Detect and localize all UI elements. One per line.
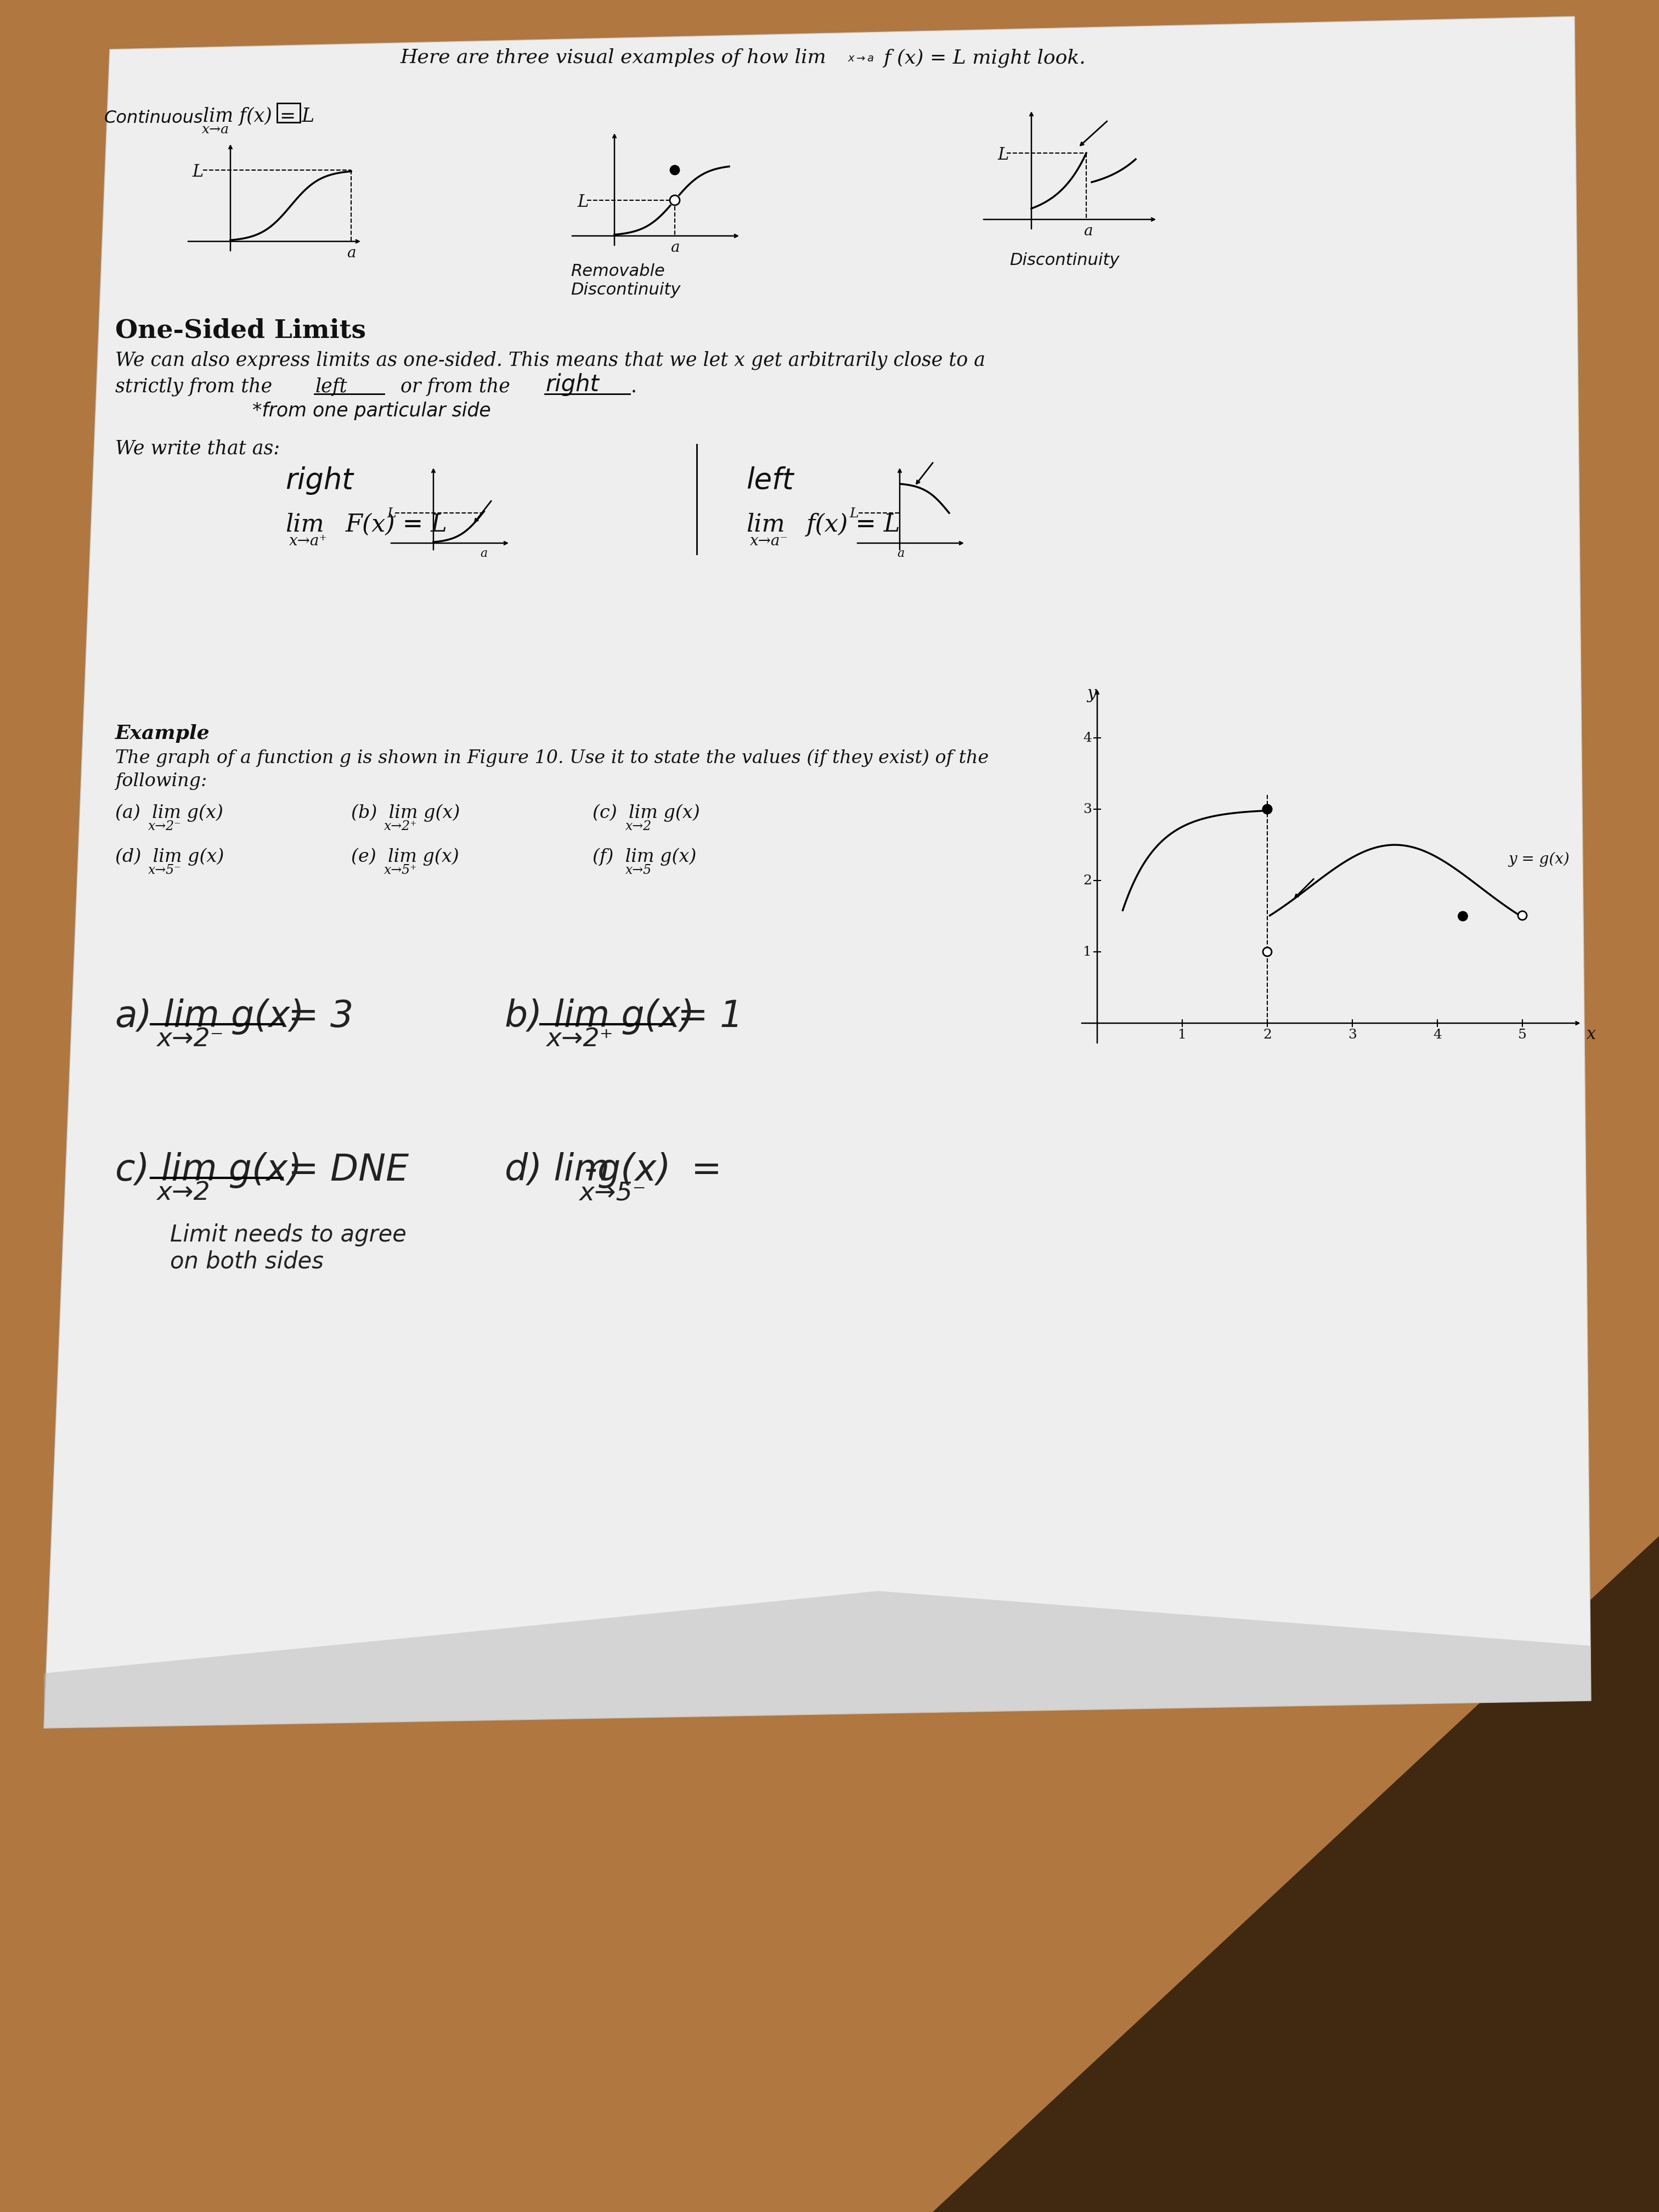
Circle shape [670, 195, 680, 206]
Text: 2: 2 [1083, 874, 1092, 887]
Circle shape [1262, 805, 1272, 814]
Text: We write that as:: We write that as: [114, 438, 280, 458]
Text: The graph of a function g is shown in Figure 10. Use it to state the values (if : The graph of a function g is shown in Fi… [114, 750, 989, 768]
Text: x→2⁻: x→2⁻ [148, 821, 181, 832]
Text: lim: lim [285, 513, 324, 538]
Text: x→5⁺: x→5⁺ [383, 865, 418, 876]
Text: x→5: x→5 [625, 865, 652, 876]
Text: x→a: x→a [202, 124, 229, 137]
Polygon shape [43, 1590, 1591, 1728]
Text: (b)  lim g(x): (b) lim g(x) [352, 803, 460, 821]
Circle shape [1262, 947, 1272, 956]
Text: f(x) = L: f(x) = L [806, 513, 901, 538]
Text: 1: 1 [1083, 945, 1092, 958]
Text: lim: lim [747, 513, 785, 538]
Text: lim f(x): lim f(x) [202, 106, 272, 126]
Text: Discontinuity: Discontinuity [1009, 252, 1120, 268]
Text: x→a⁺: x→a⁺ [289, 533, 327, 549]
Text: (d)  lim g(x): (d) lim g(x) [114, 847, 224, 865]
Text: y = g(x): y = g(x) [1508, 852, 1569, 867]
Text: 4: 4 [1083, 732, 1092, 743]
Text: f (x) = L might look.: f (x) = L might look. [883, 49, 1085, 66]
Text: = DNE: = DNE [289, 1152, 408, 1188]
Text: $_{x \to a}$: $_{x \to a}$ [848, 49, 874, 64]
Text: L: L [577, 195, 589, 210]
Text: = L: = L [280, 106, 315, 126]
Text: (f)  lim g(x): (f) lim g(x) [592, 847, 697, 865]
Text: x: x [1586, 1026, 1596, 1042]
Polygon shape [43, 15, 1591, 1728]
Text: x→2⁺: x→2⁺ [546, 1026, 614, 1051]
Text: left: left [315, 378, 348, 396]
Text: We can also express limits as one-sided. This means that we let x get arbitraril: We can also express limits as one-sided.… [114, 352, 985, 369]
Text: on both sides: on both sides [171, 1250, 324, 1272]
Text: b) lim g(x): b) lim g(x) [504, 998, 695, 1035]
Text: One-Sided Limits: One-Sided Limits [114, 319, 367, 343]
Text: x→2: x→2 [625, 821, 652, 832]
Text: L: L [849, 507, 858, 520]
Text: a: a [479, 549, 488, 560]
Text: a: a [1083, 223, 1093, 239]
Text: .: . [630, 378, 637, 396]
Text: x→2⁺: x→2⁺ [383, 821, 418, 832]
Text: -g(x): -g(x) [584, 1152, 670, 1188]
Text: F(x) = L: F(x) = L [345, 513, 448, 538]
Circle shape [1518, 911, 1526, 920]
Text: left: left [747, 467, 793, 495]
Text: a: a [347, 246, 355, 261]
Text: Limit needs to agree: Limit needs to agree [171, 1223, 406, 1245]
Text: a: a [898, 549, 904, 560]
Text: x→2⁻: x→2⁻ [156, 1026, 224, 1051]
Text: x→5⁻: x→5⁻ [579, 1181, 645, 1206]
Circle shape [1262, 805, 1272, 814]
Text: =: = [692, 1152, 722, 1188]
Circle shape [670, 166, 679, 175]
Text: Removable
Discontinuity: Removable Discontinuity [571, 263, 680, 299]
Text: d) lim: d) lim [504, 1152, 609, 1188]
Text: L: L [192, 164, 202, 181]
Text: c) lim g(x): c) lim g(x) [114, 1152, 302, 1188]
Text: y: y [1087, 686, 1097, 701]
Text: Example: Example [114, 723, 211, 743]
Text: (a)  lim g(x): (a) lim g(x) [114, 803, 224, 821]
Text: = 3: = 3 [289, 998, 353, 1035]
Bar [277, 104, 300, 122]
Text: (e)  lim g(x): (e) lim g(x) [352, 847, 460, 865]
Text: 3: 3 [1349, 1029, 1357, 1042]
Text: = 1: = 1 [677, 998, 743, 1035]
Text: 3: 3 [1083, 803, 1092, 816]
Text: right: right [546, 374, 599, 396]
Text: L: L [387, 507, 397, 520]
Text: x→a⁻: x→a⁻ [750, 533, 788, 549]
Text: strictly from the: strictly from the [114, 378, 279, 396]
Text: Here are three visual examples of how lim: Here are three visual examples of how li… [400, 49, 826, 66]
Text: L: L [997, 146, 1009, 164]
Polygon shape [932, 1535, 1659, 2212]
Text: (c)  lim g(x): (c) lim g(x) [592, 803, 700, 821]
Text: right: right [285, 467, 353, 495]
Text: *from one particular side: *from one particular side [252, 403, 491, 420]
Circle shape [1458, 911, 1467, 920]
Text: 2: 2 [1262, 1029, 1272, 1042]
Text: following:: following: [114, 772, 207, 790]
Text: 1: 1 [1178, 1029, 1186, 1042]
Text: 4: 4 [1433, 1029, 1442, 1042]
Text: x→5⁻: x→5⁻ [148, 865, 181, 876]
Text: or from the: or from the [388, 378, 516, 396]
Text: x→2: x→2 [156, 1181, 211, 1206]
Text: Continuous: Continuous [105, 111, 204, 126]
Text: 5: 5 [1518, 1029, 1526, 1042]
Text: a) lim g(x): a) lim g(x) [114, 998, 304, 1035]
Text: a: a [670, 241, 680, 254]
